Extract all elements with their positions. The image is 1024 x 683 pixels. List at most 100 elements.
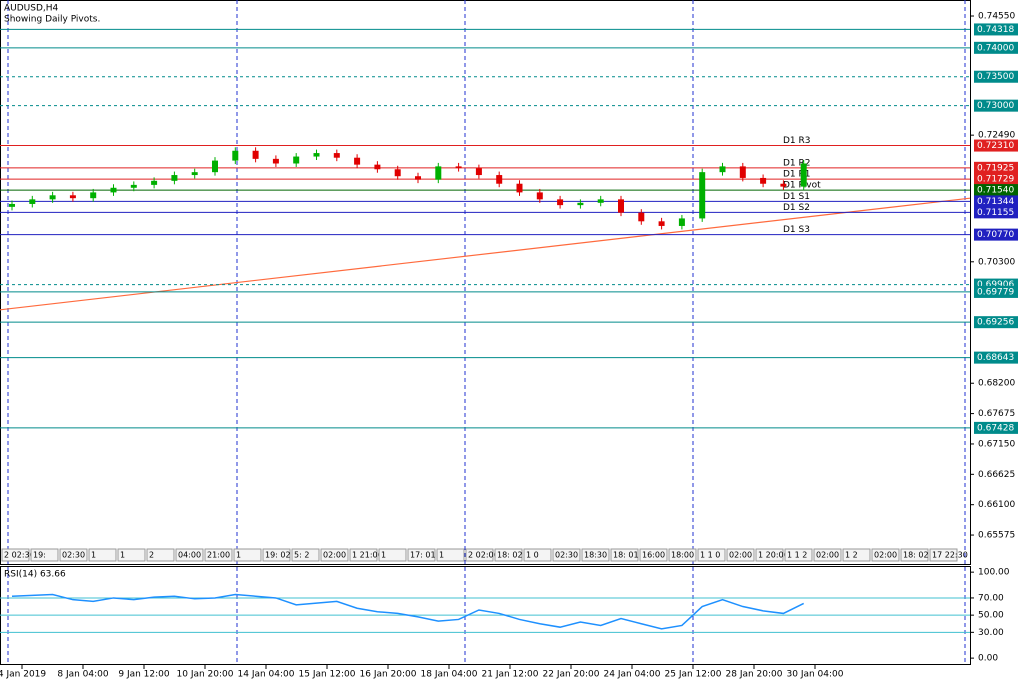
pivot-name: D1 R2	[783, 158, 811, 168]
pivot-name: D1 R3	[783, 136, 811, 146]
session-label: 1	[236, 551, 241, 560]
y-tick-label: 0.00	[978, 654, 998, 664]
session-label: 2 02:00	[468, 551, 499, 560]
y-tick-label: 0.74550	[978, 12, 1015, 22]
level-value: 0.73500	[977, 72, 1014, 82]
session-box	[175, 548, 204, 562]
level-label: 0.72310	[974, 139, 1018, 152]
level-value: 0.71729	[977, 175, 1014, 185]
level-value: 0.71540	[977, 186, 1014, 196]
session-box	[610, 548, 639, 562]
level-value: 0.71925	[977, 163, 1014, 173]
candle-body	[49, 195, 56, 200]
x-tick-label: 8 Jan 04:00	[57, 670, 109, 680]
candle-body	[760, 177, 767, 184]
pivot-name: D1 S2	[783, 203, 810, 213]
candle-body	[232, 150, 239, 161]
session-label: 1 21:00	[352, 551, 383, 560]
level-label: 0.67428	[974, 421, 1018, 434]
session-box	[784, 548, 813, 562]
session-box	[291, 548, 320, 562]
candle-body	[9, 203, 15, 207]
session-box	[726, 548, 755, 562]
candle-body	[69, 195, 76, 199]
candle-body	[394, 169, 401, 177]
level-label: 0.74000	[974, 41, 1018, 54]
candle-body	[90, 192, 97, 199]
level-box	[974, 139, 1018, 152]
candle-body	[536, 192, 543, 200]
pivot-name: D1 S1	[783, 192, 810, 202]
session-box	[117, 548, 146, 562]
level-label: 0.70770	[974, 228, 1018, 241]
candle-body	[130, 184, 137, 188]
y-tick-label: 70.00	[978, 593, 1004, 603]
session-label: 18: 01:30	[613, 551, 651, 560]
session-label: 17 22:30	[932, 551, 968, 560]
session-box	[262, 548, 291, 562]
session-label: 2	[149, 551, 154, 560]
session-box	[204, 548, 233, 562]
session-box	[320, 548, 349, 562]
y-tick-label: 0.66625	[978, 470, 1015, 480]
session-box	[523, 548, 552, 562]
level-label: 0.71540	[974, 184, 1018, 197]
level-value: 0.74318	[977, 25, 1014, 35]
candle-body	[618, 199, 624, 213]
y-tick-label: 50.00	[978, 611, 1004, 621]
x-tick-label: 4 Jan 2019	[0, 670, 46, 680]
candle-body	[151, 180, 158, 185]
session-label: 02:00	[729, 551, 752, 560]
level-box	[974, 41, 1018, 54]
y-tick-label: 0.65575	[978, 531, 1015, 541]
x-tick-label: 10 Jan 20:00	[177, 670, 234, 680]
level-value: 0.69256	[977, 318, 1014, 328]
level-value: 0.69906	[977, 280, 1014, 290]
candle-body	[435, 166, 442, 180]
session-box	[436, 548, 465, 562]
session-box	[1, 548, 30, 562]
y-tick-label: 0.67675	[978, 409, 1015, 419]
candle-body	[415, 176, 421, 180]
x-tick-label: 14 Jan 04:00	[238, 670, 295, 680]
x-tick-label: 18 Jan 04:00	[421, 670, 478, 680]
level-label: 0.68643	[974, 351, 1018, 364]
session-label: 1 1 2	[787, 551, 807, 560]
rsi-line	[11, 593, 805, 630]
level-label: 0.71729	[974, 173, 1018, 186]
level-label: 0.69779	[974, 285, 1018, 298]
session-box	[233, 548, 262, 562]
candle-body	[739, 166, 746, 178]
session-label: 18:30	[584, 551, 607, 560]
level-label: 0.73000	[974, 99, 1018, 112]
candle-body	[658, 221, 665, 226]
candle-body	[333, 153, 340, 158]
session-label: 02:00	[816, 551, 839, 560]
level-value: 0.73000	[977, 101, 1014, 111]
candle-body	[455, 166, 462, 169]
session-label: 1 2	[845, 551, 858, 560]
session-box	[900, 548, 929, 562]
level-value: 0.72310	[977, 141, 1014, 151]
y-tick-label: 0.68200	[978, 379, 1015, 389]
level-value: 0.71155	[977, 208, 1014, 218]
level-box	[974, 228, 1018, 241]
level-label: 0.73500	[974, 70, 1018, 83]
session-label: 1 20:00	[758, 551, 789, 560]
level-box	[974, 351, 1018, 364]
session-box	[146, 548, 175, 562]
level-label: 0.69256	[974, 316, 1018, 329]
level-value: 0.74000	[977, 43, 1014, 53]
candle-body	[475, 168, 482, 176]
session-label: 5: 2	[294, 551, 309, 560]
session-label: 02:30	[555, 551, 578, 560]
session-label: 19:	[33, 551, 46, 560]
session-box	[755, 548, 784, 562]
candle-body	[29, 199, 36, 204]
candle-body	[597, 199, 604, 203]
x-tick-label: 21 Jan 12:00	[482, 670, 539, 680]
session-box	[465, 548, 494, 562]
level-box	[974, 421, 1018, 434]
